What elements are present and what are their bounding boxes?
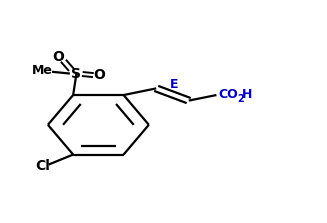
Text: CO: CO [218, 88, 238, 101]
Text: O: O [53, 50, 64, 64]
Text: Me: Me [32, 64, 53, 77]
Text: H: H [241, 88, 252, 101]
Text: Cl: Cl [35, 159, 50, 173]
Text: O: O [93, 68, 105, 82]
Text: S: S [71, 67, 81, 81]
Text: E: E [170, 78, 178, 91]
Text: 2: 2 [237, 94, 244, 104]
